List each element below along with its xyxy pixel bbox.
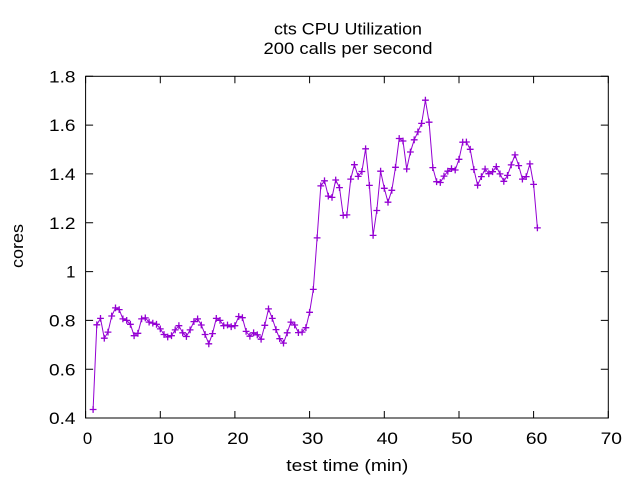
svg-text:1.6: 1.6: [49, 116, 76, 135]
svg-text:1.2: 1.2: [49, 214, 76, 233]
svg-text:cores: cores: [8, 224, 27, 268]
svg-text:10: 10: [153, 429, 174, 448]
svg-text:0.4: 0.4: [49, 409, 76, 428]
svg-text:60: 60: [526, 429, 547, 448]
svg-text:1.4: 1.4: [49, 165, 76, 184]
svg-text:50: 50: [451, 429, 472, 448]
svg-text:1.8: 1.8: [49, 67, 76, 86]
svg-text:cts CPU Utilization: cts CPU Utilization: [274, 20, 422, 39]
svg-text:40: 40: [377, 429, 398, 448]
svg-text:1: 1: [66, 263, 75, 282]
svg-text:0: 0: [83, 429, 92, 448]
svg-text:30: 30: [302, 429, 323, 448]
svg-text:70: 70: [601, 429, 622, 448]
svg-text:test time (min): test time (min): [286, 456, 408, 475]
svg-text:0.8: 0.8: [49, 312, 76, 331]
svg-text:20: 20: [227, 429, 248, 448]
svg-text:0.6: 0.6: [49, 360, 76, 379]
svg-text:200 calls per second: 200 calls per second: [264, 39, 433, 58]
